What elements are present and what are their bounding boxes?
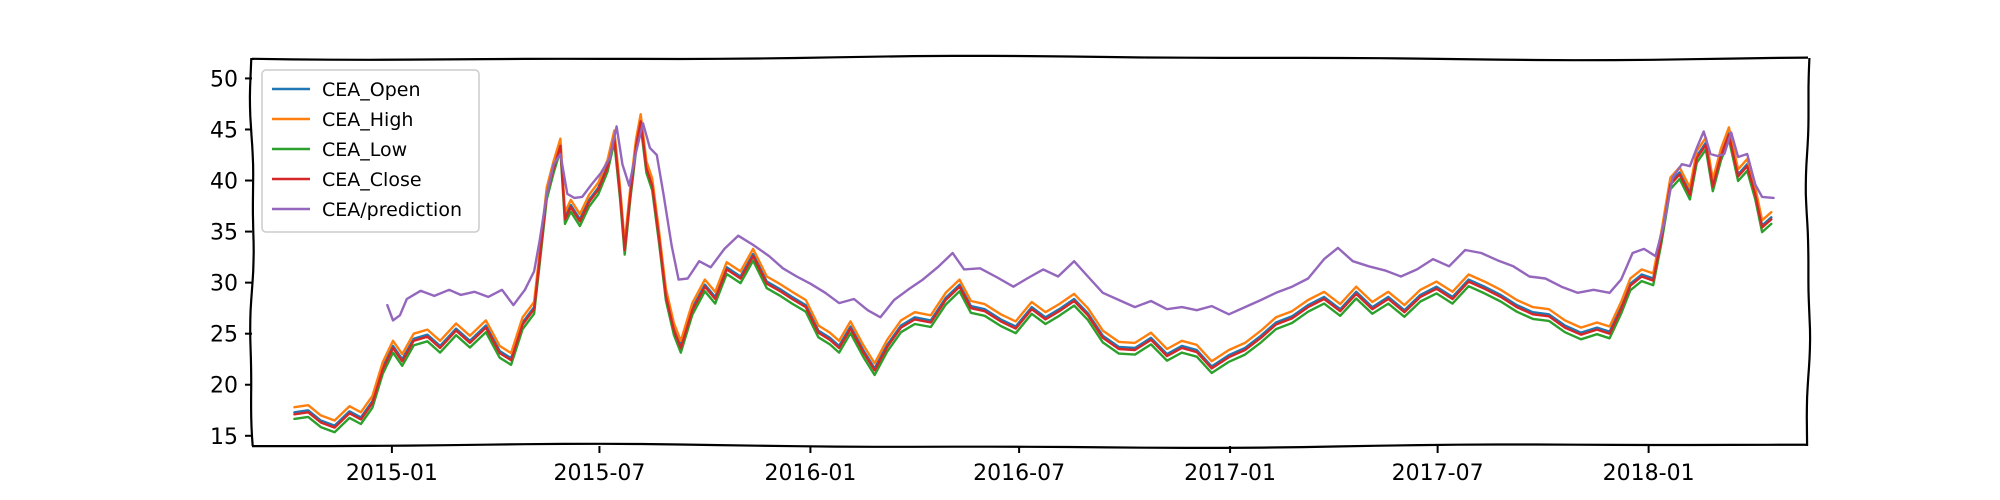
ticks-layer: 15 20 25 30 35 40 45 50 2015-01 2015-07 2016-01 201… bbox=[210, 67, 1695, 486]
x-tick-label: 2018-01 bbox=[1603, 461, 1695, 486]
x-tick-label: 2016-01 bbox=[764, 461, 856, 486]
y-tick-label: 35 bbox=[210, 221, 238, 246]
x-tick-label: 2015-07 bbox=[553, 461, 645, 486]
y-tick-label: 25 bbox=[210, 323, 238, 348]
legend-label: CEA_High bbox=[322, 109, 413, 131]
legend-box bbox=[261, 69, 480, 233]
y-tick-label: 40 bbox=[210, 170, 238, 195]
series-layer bbox=[293, 113, 1775, 434]
y-tick-label: 50 bbox=[210, 67, 238, 92]
legend-label: CEA/prediction bbox=[322, 199, 462, 221]
x-tick-label: 2015-01 bbox=[346, 461, 438, 486]
legend: CEA_Open CEA_High CEA_Low CEA_Close CEA/pred… bbox=[261, 69, 480, 233]
y-tick-label: 20 bbox=[210, 374, 238, 399]
axes-frame bbox=[248, 54, 1812, 449]
legend-label: CEA_Open bbox=[322, 79, 421, 101]
x-tick-label: 2017-01 bbox=[1184, 461, 1276, 486]
legend-label: CEA_Close bbox=[322, 169, 422, 191]
y-tick-label: 15 bbox=[210, 425, 238, 450]
legend-label: CEA_Low bbox=[322, 139, 407, 161]
y-tick-label: 30 bbox=[210, 272, 238, 297]
series-line-cea-prediction bbox=[386, 122, 1775, 322]
x-tick-label: 2016-07 bbox=[973, 461, 1065, 486]
series-line-cea-close bbox=[293, 120, 1773, 429]
x-tick-label: 2017-07 bbox=[1392, 461, 1484, 486]
y-tick-label: 45 bbox=[210, 118, 238, 143]
